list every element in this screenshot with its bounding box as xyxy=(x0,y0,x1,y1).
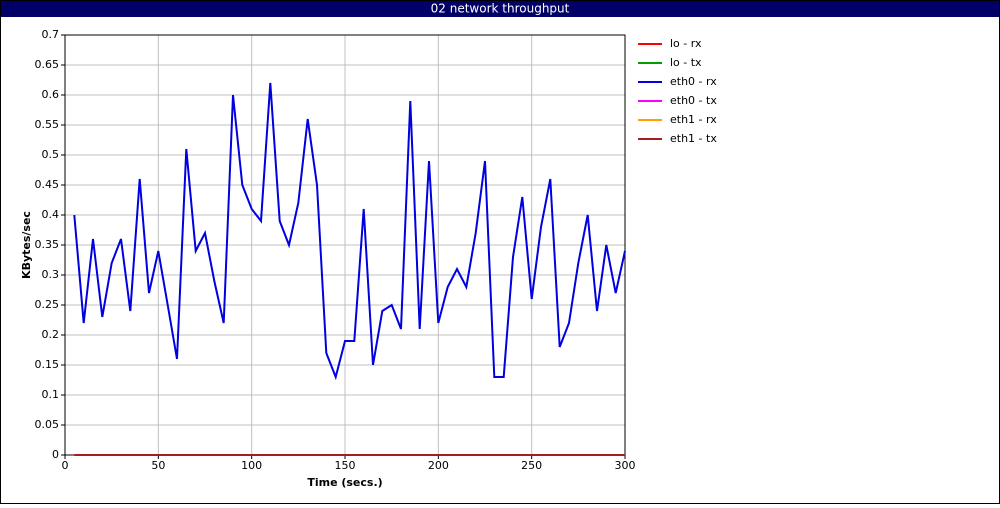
legend-label: lo - tx xyxy=(670,56,702,69)
y-tick-label: 0.45 xyxy=(35,178,60,191)
title-bar xyxy=(1,1,999,17)
legend-label: eth1 - rx xyxy=(670,113,717,126)
y-tick-label: 0.1 xyxy=(42,388,60,401)
x-tick-label: 250 xyxy=(521,459,542,472)
legend-label: eth0 - rx xyxy=(670,75,717,88)
y-tick-label: 0.7 xyxy=(42,28,60,41)
x-tick-label: 300 xyxy=(615,459,636,472)
x-tick-label: 0 xyxy=(62,459,69,472)
x-tick-label: 150 xyxy=(335,459,356,472)
y-tick-label: 0 xyxy=(52,448,59,461)
series-line xyxy=(73,82,626,381)
legend-label: eth1 - tx xyxy=(670,132,717,145)
y-tick-label: 0.55 xyxy=(35,118,60,131)
y-tick-label: 0.35 xyxy=(35,238,60,251)
x-tick-label: 200 xyxy=(428,459,449,472)
y-tick-label: 0.5 xyxy=(42,148,60,161)
legend-label: eth0 - tx xyxy=(670,94,717,107)
y-tick-label: 0.3 xyxy=(42,268,60,281)
y-tick-label: 0.65 xyxy=(35,58,60,71)
chart-title: 02 network throughput xyxy=(431,2,570,16)
y-axis-label: KBytes/sec xyxy=(20,211,33,279)
x-axis-label: Time (secs.) xyxy=(307,476,382,489)
y-tick-label: 0.4 xyxy=(42,208,60,221)
y-tick-label: 0.2 xyxy=(42,328,60,341)
legend-label: lo - rx xyxy=(670,37,702,50)
y-tick-label: 0.15 xyxy=(35,358,60,371)
y-tick-label: 0.25 xyxy=(35,298,60,311)
x-tick-label: 100 xyxy=(241,459,262,472)
y-tick-label: 0.05 xyxy=(35,418,60,431)
y-tick-label: 0.6 xyxy=(42,88,60,101)
x-tick-label: 50 xyxy=(151,459,165,472)
